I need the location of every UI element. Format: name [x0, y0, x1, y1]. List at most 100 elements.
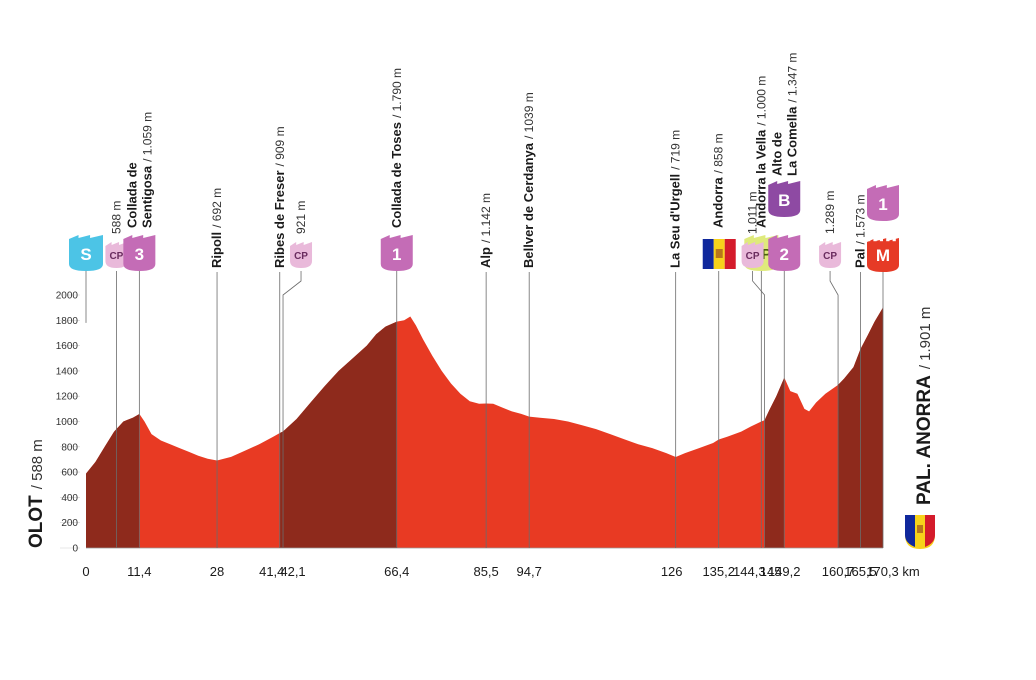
climb-segment	[86, 414, 140, 548]
marker-name-line: Collada de	[124, 162, 139, 228]
marker-name-line: La Comella	[784, 106, 799, 176]
finish-checker	[886, 238, 890, 242]
marker-label: Ribes de Freser / 909 m	[272, 126, 287, 268]
marker-line	[829, 271, 839, 548]
marker-altitude: / 1.573 m	[854, 194, 868, 244]
elevation-area	[86, 307, 883, 548]
x-tick-label: 85,5	[473, 564, 498, 579]
y-tick-label: 1800	[56, 316, 79, 327]
y-tick-label: 1600	[56, 341, 79, 352]
marker-label: Bellver de Cerdanya / 1039 m	[521, 92, 536, 268]
andorra-flag-icon	[702, 239, 736, 269]
finish-town-name: PAL. ANORRA	[914, 375, 935, 505]
finish-town-altitude: / 1.901 m	[917, 307, 934, 370]
flag-crest	[715, 249, 723, 258]
y-tick-label: 0	[72, 544, 78, 555]
marker-name-line: Sentigosa	[139, 165, 154, 228]
finish-category-badge: 1	[867, 185, 899, 221]
marker-name: Pal	[853, 248, 868, 268]
marker-altitude: / 1.142 m	[479, 193, 493, 243]
checkpoint-badge: CP	[290, 242, 313, 268]
flag-crest	[917, 525, 923, 533]
checkpoint-icon	[105, 242, 128, 268]
marker-label: La Seu d'Urgell / 719 m	[668, 130, 683, 268]
finish-andorra-flag-icon	[905, 515, 935, 549]
marker-altitude: / 1.347 m	[785, 53, 799, 103]
x-tick-label: 94,7	[517, 564, 542, 579]
marker-label: Alp / 1.142 m	[478, 193, 493, 268]
marker-altitude: / 719 m	[669, 130, 683, 170]
marker-altitude: / 692 m	[210, 188, 224, 228]
checkpoint-icon	[819, 242, 842, 268]
marker-labels: 588 m Collada deSentigosa / 1.059 m Ripoll /…	[109, 53, 867, 268]
marker-altitude: / 1.059 m	[140, 112, 154, 162]
finish-badge: M	[867, 238, 899, 272]
flag-blue-stripe	[702, 239, 714, 269]
x-tick-label: 160,7	[822, 564, 855, 579]
marker-name: La Seu d'Urgell	[668, 174, 683, 268]
start-town-altitude: / 588 m	[29, 439, 46, 489]
climb-category-badge: 1	[380, 235, 413, 271]
finish-town-label: PAL. ANORRA / 1.901 m	[914, 307, 935, 505]
finish-checker	[892, 238, 896, 242]
checkpoint-badge-text: CP	[823, 251, 837, 262]
start-finish-labels: OLOT / 588 m PAL. ANORRA / 1.901 m	[26, 307, 935, 549]
flag-red-stripe	[724, 239, 736, 269]
x-tick-label: 28	[210, 564, 224, 579]
x-tick-label: 149,2	[768, 564, 801, 579]
x-tick-label: 41,4	[259, 564, 284, 579]
climb-segment	[764, 377, 785, 548]
climb-category-badge: 2	[768, 235, 801, 271]
y-tick-label: 200	[61, 518, 78, 529]
marker-name: Ribes de Freser	[272, 170, 287, 268]
bonus-badge-text: B	[778, 191, 790, 210]
elevation-profile	[86, 307, 883, 549]
marker-name: Bellver de Cerdanya	[521, 142, 536, 268]
checkpoint-badge: CP	[741, 242, 764, 268]
marker-label: Andorra la Vella / 1.000 m	[753, 76, 768, 228]
marker-label: Andorra / 858 m	[711, 133, 726, 228]
climb-category-icon	[768, 235, 801, 271]
start-town-label: OLOT / 588 m	[26, 439, 47, 548]
y-tick-label: 1000	[56, 417, 79, 428]
marker-line	[282, 271, 302, 548]
marker-label: 921 m	[294, 201, 308, 234]
bonus-icon	[768, 181, 801, 217]
y-axis: 0 200 400 600 800 1000 1200 1400 1600 1800 2000	[56, 291, 80, 555]
marker-altitude: 921 m	[294, 201, 308, 234]
flag-red-stripe	[925, 515, 935, 547]
marker-altitude: / 858 m	[712, 133, 726, 173]
y-tick-label: 400	[61, 493, 78, 504]
start-shield-icon	[69, 235, 103, 271]
flag-blue-stripe	[905, 515, 915, 547]
marker-name: Collada de Toses	[389, 122, 404, 228]
start-town-name: OLOT	[26, 495, 47, 548]
start-badge-text: S	[80, 245, 91, 264]
y-tick-label: 1200	[56, 392, 79, 403]
finish-checker	[867, 238, 871, 242]
y-tick-label: 600	[61, 468, 78, 479]
checkpoint-icon	[290, 242, 313, 268]
finish-badge-text: M	[876, 246, 890, 265]
start-badge: S	[69, 235, 103, 271]
finish-category-text: 1	[878, 195, 887, 214]
marker-altitude: / 1.000 m	[754, 76, 768, 126]
x-tick-label: 42,1	[280, 564, 305, 579]
finish-shield-icon	[867, 238, 899, 272]
marker-altitude: 588 m	[109, 201, 123, 234]
bonus-badge: B	[768, 181, 801, 217]
climb-category-icon	[380, 235, 413, 271]
x-tick-label: 11,4	[127, 564, 151, 579]
x-tick-label: 165,5	[844, 564, 877, 579]
marker-label: Ripoll / 692 m	[209, 188, 224, 268]
marker-label: Pal / 1.573 m	[853, 194, 868, 268]
marker-name: Ripoll	[209, 232, 224, 268]
marker-altitude: 1.011 m	[746, 192, 760, 234]
climb-segment	[279, 321, 397, 548]
checkpoint-badge: CP	[819, 242, 842, 268]
marker-label: 1.289 m	[823, 191, 837, 234]
climb-category-icon	[123, 235, 156, 271]
climb-category-text: 1	[392, 245, 401, 264]
climb-category-badge: 3	[123, 235, 156, 271]
